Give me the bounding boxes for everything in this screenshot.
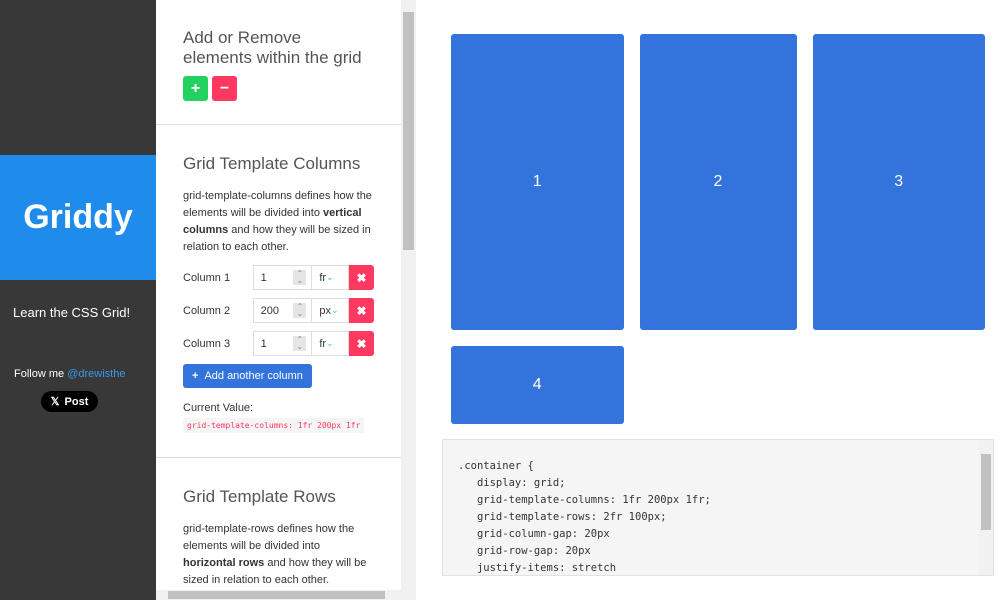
- code-scrollbar[interactable]: [979, 440, 993, 575]
- delete-column-button[interactable]: ✖: [349, 265, 375, 290]
- rows-description: grid-template-rows defines how the eleme…: [183, 521, 374, 589]
- unit-select[interactable]: fr ⌄: [312, 331, 350, 356]
- unit-select[interactable]: fr ⌄: [312, 265, 350, 290]
- twitter-handle-link[interactable]: @drewisthe: [67, 368, 126, 380]
- controls-panel: Add or Remove elements within the grid +…: [156, 0, 401, 590]
- spinner-icon[interactable]: ⌃ ⌄: [293, 270, 307, 285]
- delete-column-button[interactable]: ✖: [349, 331, 375, 356]
- grid-item: 4: [451, 346, 624, 424]
- chevron-down-icon: ⌄: [326, 272, 334, 282]
- follow-label: Follow me: [14, 368, 65, 380]
- column-label: Column 2: [183, 304, 231, 317]
- panel-vertical-scrollbar[interactable]: [401, 0, 416, 590]
- follow-text: Follow me @drewisthe: [14, 368, 125, 380]
- grid-item: 2: [639, 34, 797, 330]
- section-title: Grid Template Rows: [183, 487, 336, 506]
- desc-bold: vertical columns: [183, 207, 362, 236]
- column-value-input[interactable]: 1 ⌃ ⌄: [252, 331, 313, 356]
- column-value-input[interactable]: 200 ⌃ ⌄: [252, 298, 313, 323]
- tagline: Learn the CSS Grid!: [13, 305, 131, 320]
- current-value-label: Current Value:: [183, 402, 254, 414]
- section-title: Add or Remove elements within the grid: [183, 28, 362, 67]
- plus-icon: +: [192, 370, 199, 382]
- column-value-input[interactable]: 1 ⌃ ⌄: [252, 265, 313, 290]
- add-column-button[interactable]: + Add another column: [183, 364, 312, 388]
- spinner-icon[interactable]: ⌃ ⌄: [293, 303, 307, 318]
- add-remove-section: Add or Remove elements within the grid +…: [156, 0, 401, 125]
- column-row: Column 3 1 ⌃ ⌄ fr ⌄ ✖: [183, 331, 375, 356]
- css-code: .container { display: grid; grid-templat…: [458, 460, 711, 574]
- value: 200: [260, 304, 279, 317]
- spinner-icon[interactable]: ⌃ ⌄: [293, 336, 307, 351]
- section-title: Grid Template Columns: [183, 154, 361, 173]
- columns-description: grid-template-columns defines how the el…: [183, 188, 374, 256]
- x-post-button[interactable]: 𝕏 Post: [41, 391, 98, 412]
- post-label: Post: [64, 395, 89, 408]
- add-column-label: Add another column: [204, 370, 303, 382]
- value: 1: [260, 337, 267, 350]
- sidebar: Griddy Learn the CSS Grid! Follow me @dr…: [0, 0, 156, 600]
- brand-logo: Griddy: [0, 155, 156, 280]
- panel-horizontal-scrollbar[interactable]: [156, 590, 416, 600]
- unit: px: [319, 304, 331, 317]
- value: 1: [260, 271, 267, 284]
- remove-element-button[interactable]: −: [212, 76, 237, 101]
- grid-item: 1: [451, 34, 624, 330]
- column-row: Column 1 1 ⌃ ⌄ fr ⌄ ✖: [183, 265, 375, 290]
- grid-preview: 1 2 3 4: [451, 34, 985, 424]
- column-label: Column 3: [183, 337, 231, 350]
- unit: fr: [319, 337, 327, 350]
- column-row: Column 2 200 ⌃ ⌄ px ⌄ ✖: [183, 298, 375, 323]
- column-label: Column 1: [183, 271, 231, 284]
- css-code-block: .container { display: grid; grid-templat…: [442, 439, 994, 576]
- delete-column-button[interactable]: ✖: [349, 298, 375, 323]
- desc-bold: horizontal rows: [183, 557, 265, 569]
- chevron-down-icon: ⌄: [326, 338, 334, 348]
- current-value: grid-template-columns: 1fr 200px 1fr: [183, 418, 365, 433]
- unit-select[interactable]: px ⌄: [312, 298, 350, 323]
- x-icon: 𝕏: [50, 396, 60, 408]
- desc-text: and how they will be sized in relation t…: [183, 224, 371, 253]
- columns-section: Grid Template Columns grid-template-colu…: [156, 125, 401, 458]
- desc-text: grid-template-rows defines how the eleme…: [183, 523, 355, 552]
- add-element-button[interactable]: +: [183, 76, 208, 101]
- desc-text: and how they will be sized in relation t…: [183, 557, 367, 586]
- desc-text: grid-template-columns defines how the el…: [183, 190, 372, 219]
- unit: fr: [319, 271, 327, 284]
- grid-item: 3: [812, 34, 985, 330]
- chevron-down-icon: ⌄: [330, 305, 339, 315]
- rows-section: Grid Template Rows grid-template-rows de…: [156, 458, 401, 589]
